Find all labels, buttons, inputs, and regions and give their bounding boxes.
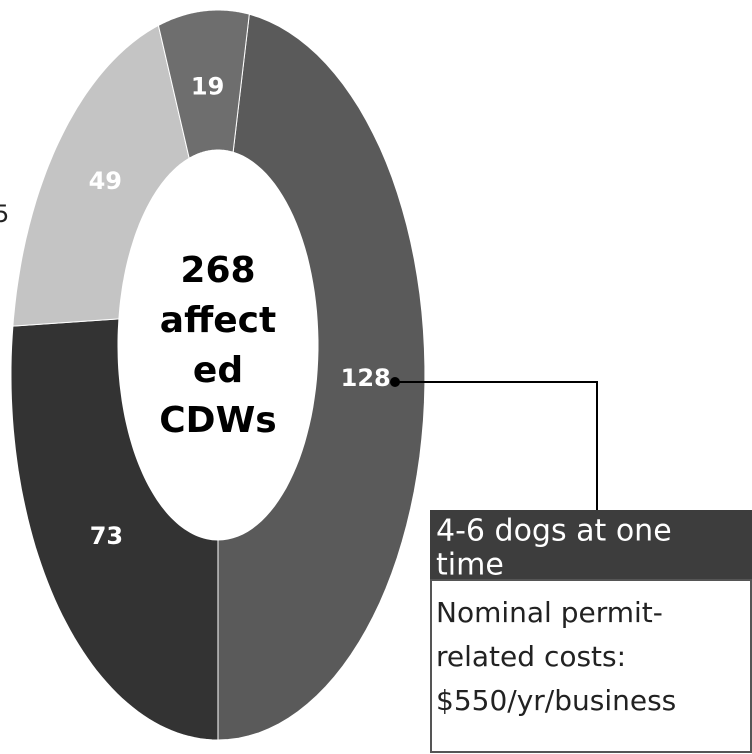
leader-dot	[390, 377, 400, 387]
donut-slice	[157, 9, 250, 160]
center-label: affect	[160, 300, 276, 341]
donut-slice	[217, 13, 426, 741]
callout-body-text: Nominal permit-	[436, 596, 663, 629]
slice-label: 49	[89, 167, 122, 195]
center-label: 268	[180, 250, 255, 291]
center-label: ed	[193, 350, 243, 391]
center-label: CDWs	[159, 400, 276, 441]
slice-label: 73	[90, 522, 123, 550]
callout-body-text: related costs:	[436, 640, 626, 673]
leader-line	[395, 381, 598, 510]
slice-label: 128	[341, 364, 391, 392]
callout-body-text: $550/yr/business	[436, 684, 676, 717]
callout-title: 4-6 dogs at one	[436, 514, 672, 549]
callout-header	[430, 510, 752, 580]
slice-label: 19	[191, 73, 224, 101]
annotation: 5	[0, 200, 9, 228]
callout-body	[430, 579, 752, 753]
callout-title: time	[436, 548, 504, 583]
